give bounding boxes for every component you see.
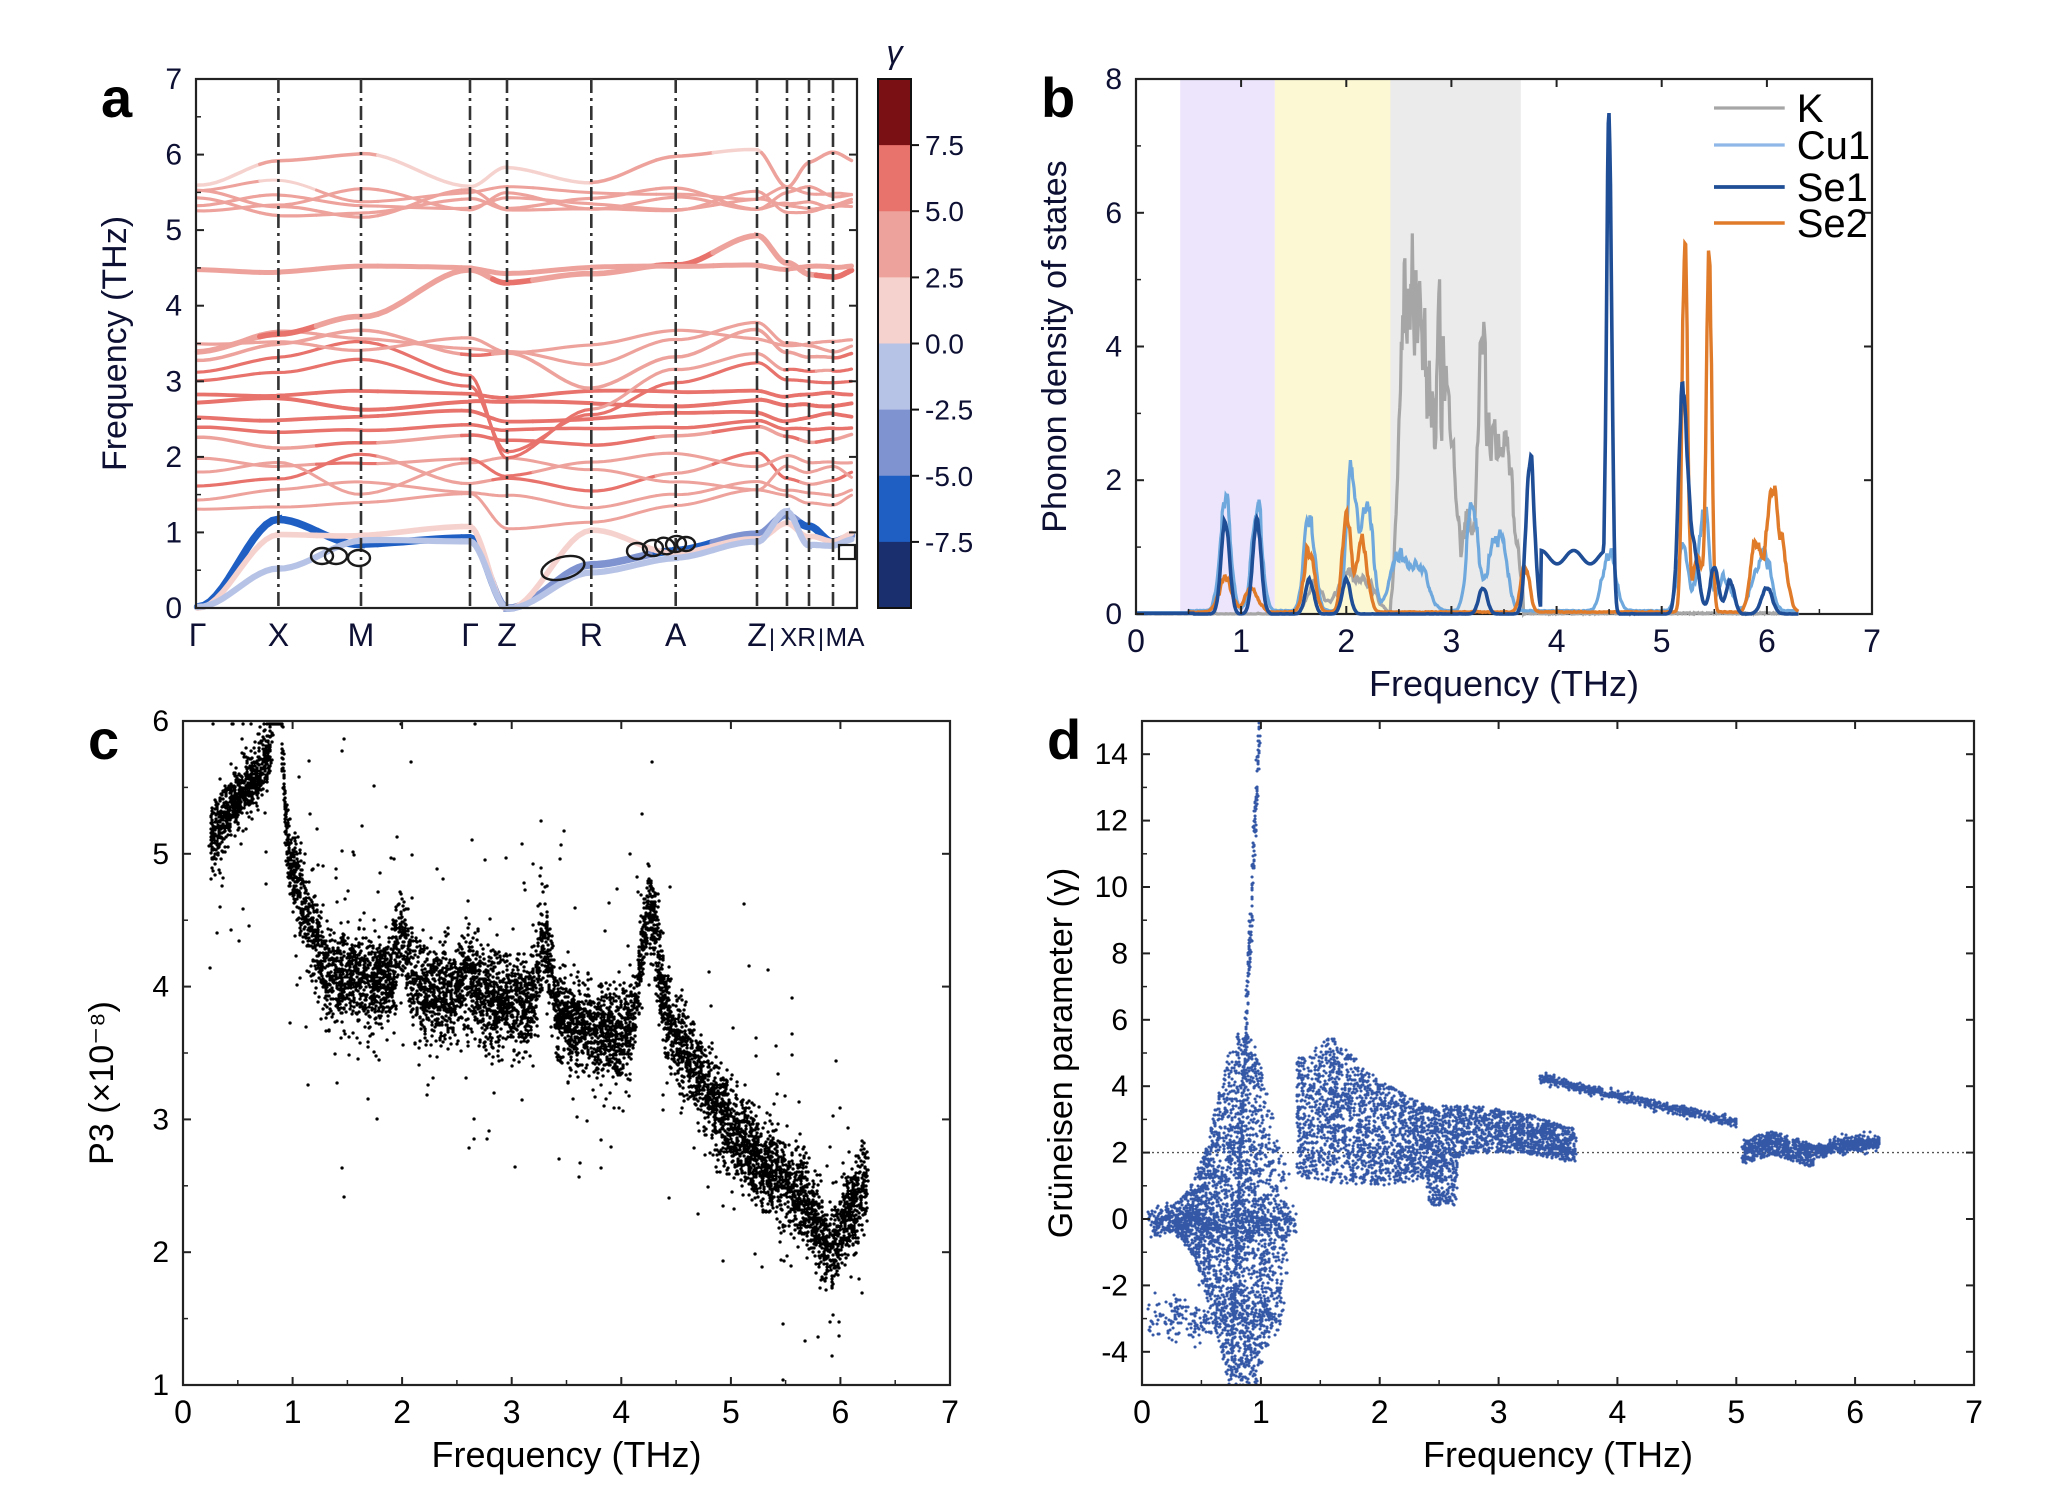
svg-text:6: 6 [152, 705, 169, 738]
svg-text:Se2: Se2 [1797, 202, 1868, 246]
svg-text:c: c [88, 708, 119, 771]
svg-text:2: 2 [152, 1236, 169, 1269]
svg-text:-5.0: -5.0 [925, 461, 973, 492]
svg-text:3: 3 [152, 1103, 169, 1136]
svg-text:Z: Z [497, 617, 517, 653]
svg-text:Grüneisen parameter (γ): Grüneisen parameter (γ) [1042, 868, 1080, 1238]
svg-text:1: 1 [1232, 623, 1250, 659]
svg-text:0: 0 [1105, 598, 1122, 631]
svg-text:P3 (×10⁻⁸): P3 (×10⁻⁸) [83, 1001, 121, 1165]
svg-text:-2.5: -2.5 [925, 395, 973, 426]
svg-text:-7.5: -7.5 [925, 527, 973, 558]
svg-text:12: 12 [1095, 805, 1128, 838]
svg-text:7: 7 [941, 1394, 959, 1430]
svg-text:6: 6 [1111, 1004, 1128, 1037]
svg-text:4: 4 [165, 290, 182, 323]
svg-text:2: 2 [1371, 1394, 1389, 1430]
svg-text:5: 5 [1653, 623, 1671, 659]
svg-text:Phonon density of states: Phonon density of states [1036, 160, 1074, 532]
svg-text:4: 4 [1548, 623, 1566, 659]
svg-text:2: 2 [1337, 623, 1355, 659]
svg-text:6: 6 [1846, 1394, 1864, 1430]
svg-text:8: 8 [1111, 937, 1128, 970]
svg-text:1: 1 [1252, 1394, 1270, 1430]
svg-text:Γ: Γ [189, 617, 207, 653]
svg-text:1: 1 [165, 516, 182, 549]
svg-text:4: 4 [152, 971, 169, 1004]
svg-text:1: 1 [284, 1394, 302, 1430]
svg-text:|: | [818, 625, 824, 652]
svg-text:2.5: 2.5 [925, 262, 964, 293]
svg-text:5: 5 [152, 838, 169, 871]
svg-text:6: 6 [832, 1394, 850, 1430]
svg-text:4: 4 [612, 1394, 630, 1430]
svg-text:6: 6 [1758, 623, 1776, 659]
svg-text:0: 0 [1133, 1394, 1151, 1430]
svg-text:Frequency (THz): Frequency (THz) [431, 1434, 701, 1475]
svg-text:5: 5 [722, 1394, 740, 1430]
svg-text:R: R [580, 617, 603, 653]
svg-text:M: M [348, 617, 375, 653]
svg-text:4: 4 [1111, 1070, 1128, 1103]
svg-text:Γ: Γ [461, 617, 479, 653]
svg-text:0: 0 [165, 592, 182, 625]
svg-text:2: 2 [1105, 464, 1122, 497]
svg-text:Cu1: Cu1 [1797, 124, 1870, 168]
svg-text:|: | [769, 625, 775, 652]
svg-text:0: 0 [1111, 1203, 1128, 1236]
svg-text:4: 4 [1609, 1394, 1627, 1430]
svg-text:5: 5 [165, 214, 182, 247]
svg-text:a: a [101, 66, 133, 129]
svg-text:6: 6 [1105, 197, 1122, 230]
svg-text:Frequency (THz): Frequency (THz) [1423, 1434, 1693, 1475]
svg-text:14: 14 [1095, 738, 1128, 771]
svg-text:0: 0 [1127, 623, 1145, 659]
svg-text:X: X [268, 617, 289, 653]
svg-text:2: 2 [1111, 1137, 1128, 1170]
svg-text:7.5: 7.5 [925, 130, 964, 161]
svg-text:7: 7 [1965, 1394, 1983, 1430]
svg-text:XR: XR [780, 622, 816, 652]
svg-text:3: 3 [1490, 1394, 1508, 1430]
svg-text:A: A [665, 617, 687, 653]
svg-text:3: 3 [503, 1394, 521, 1430]
svg-text:8: 8 [1105, 63, 1122, 96]
svg-text:5.0: 5.0 [925, 196, 964, 227]
svg-text:MA: MA [826, 622, 866, 652]
svg-text:10: 10 [1095, 871, 1128, 904]
svg-text:0.0: 0.0 [925, 329, 964, 360]
svg-text:7: 7 [165, 63, 182, 96]
svg-text:b: b [1041, 66, 1075, 129]
svg-text:Frequency (THz): Frequency (THz) [1369, 663, 1639, 704]
svg-text:Z: Z [747, 617, 767, 653]
svg-text:Frequency (THz): Frequency (THz) [96, 216, 134, 471]
svg-text:7: 7 [1863, 623, 1881, 659]
svg-text:1: 1 [152, 1369, 169, 1402]
svg-text:-4: -4 [1101, 1336, 1128, 1369]
svg-text:γ: γ [887, 34, 905, 70]
svg-text:5: 5 [1727, 1394, 1745, 1430]
svg-text:3: 3 [1443, 623, 1461, 659]
svg-text:4: 4 [1105, 331, 1122, 364]
svg-text:d: d [1047, 708, 1081, 771]
svg-text:-2: -2 [1101, 1269, 1128, 1302]
svg-text:2: 2 [165, 441, 182, 474]
svg-text:2: 2 [393, 1394, 411, 1430]
svg-text:3: 3 [165, 365, 182, 398]
svg-text:0: 0 [174, 1394, 192, 1430]
svg-text:6: 6 [165, 139, 182, 172]
